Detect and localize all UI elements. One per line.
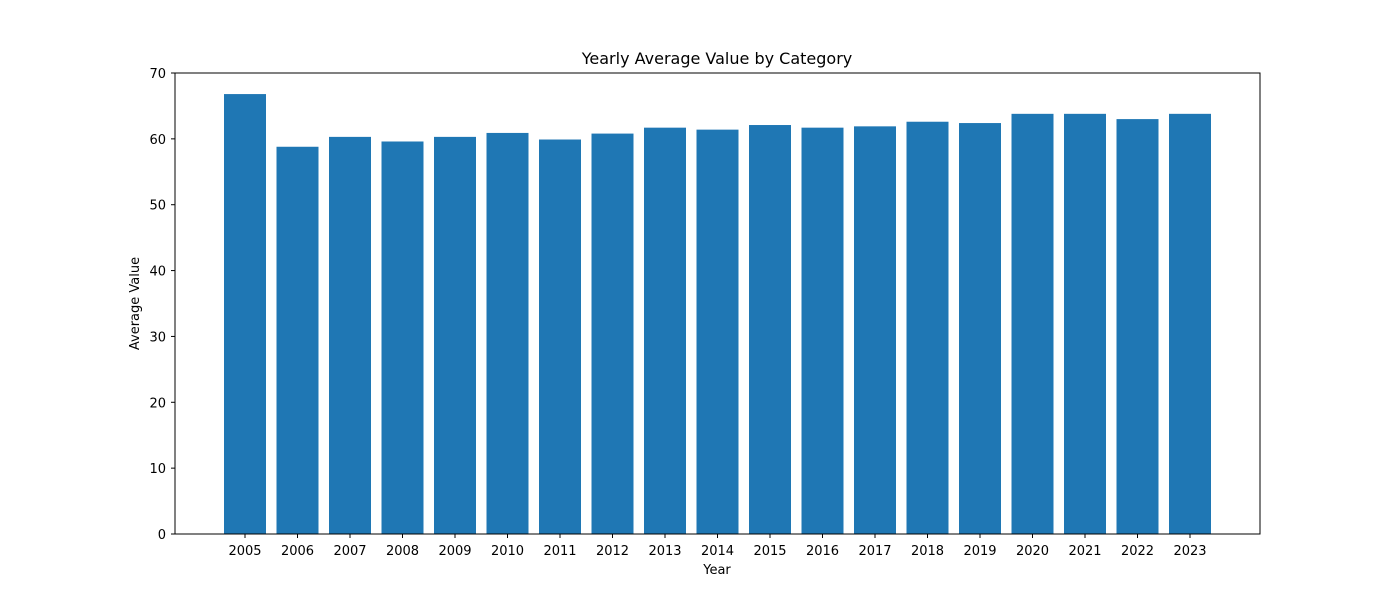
y-tick-label-60: 60 [149,133,166,148]
y-tick-label-10: 10 [149,462,166,477]
bar-2009 [434,136,476,535]
chart-title: Yearly Average Value by Category [581,49,852,68]
x-tick-label-2013: 2013 [648,544,681,559]
bar-2013 [644,127,686,534]
bar-2011 [539,139,581,534]
x-tick-label-2005: 2005 [228,544,261,559]
plot-frame [174,72,1261,535]
bar-2015 [749,125,791,534]
x-tick-label-2007: 2007 [333,544,366,559]
x-tick-label-2020: 2020 [1016,544,1049,559]
x-tick-label-2006: 2006 [281,544,314,559]
x-axis-ticks: 2005 2006 2007 2008 2009 2010 2011 2012 2013 2014… [228,534,1207,559]
x-tick-label-2009: 2009 [438,544,471,559]
x-tick-label-2011: 2011 [543,544,576,559]
x-tick-label-2008: 2008 [386,544,419,559]
y-tick-label-50: 50 [149,199,166,214]
x-tick-label-2015: 2015 [753,544,786,559]
y-axis-label: Average Value [128,257,143,350]
bar-2012 [591,133,634,535]
y-tick-label-0: 0 [158,528,166,543]
x-tick-label-2018: 2018 [911,544,944,559]
bar-2007 [329,136,371,535]
x-tick-label-2010: 2010 [491,544,524,559]
bars-layer [224,94,1211,535]
bar-2021 [1064,113,1106,535]
bar-2020 [1011,113,1054,535]
y-tick-label-70: 70 [149,67,166,82]
bar-2006 [276,146,319,534]
x-tick-label-2016: 2016 [806,544,839,559]
bar-2022 [1116,119,1159,534]
bar-2023 [1169,113,1211,535]
x-tick-label-2017: 2017 [858,544,891,559]
x-tick-label-2019: 2019 [963,544,996,559]
bar-2008 [381,141,424,534]
x-axis-label: Year [702,563,731,578]
bar-2016 [801,127,844,534]
bar-2005 [224,94,266,535]
x-tick-label-2022: 2022 [1121,544,1154,559]
y-axis-ticks: 0 10 20 30 40 50 60 70 [149,67,175,543]
bar-2017 [854,126,896,534]
y-tick-label-30: 30 [149,330,166,345]
bar-2019 [959,123,1001,535]
x-tick-label-2023: 2023 [1173,544,1206,559]
bar-2010 [486,132,529,534]
y-tick-label-20: 20 [149,396,166,411]
x-tick-label-2014: 2014 [701,544,734,559]
bar-2018 [906,121,949,534]
x-tick-label-2012: 2012 [596,544,629,559]
y-tick-label-40: 40 [149,265,166,280]
bar-2014 [696,129,739,534]
x-tick-label-2021: 2021 [1068,544,1101,559]
